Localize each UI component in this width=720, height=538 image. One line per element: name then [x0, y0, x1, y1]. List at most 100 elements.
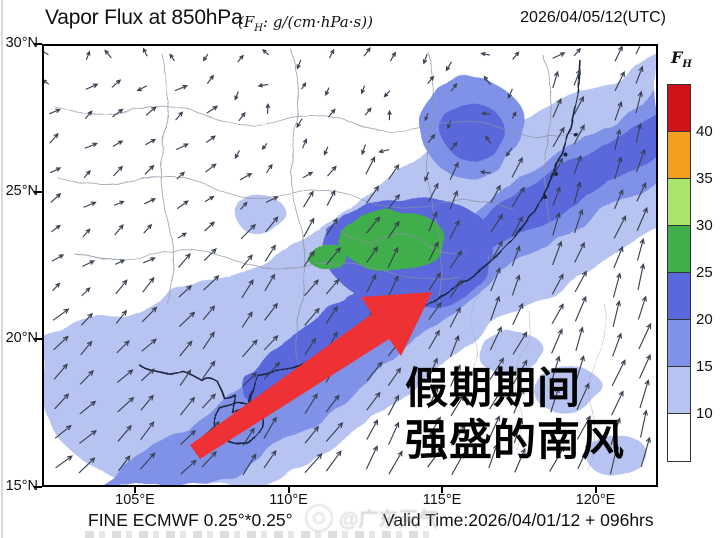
wind-vector [52, 308, 70, 321]
wind-vector [325, 87, 330, 97]
wind-vector [142, 276, 155, 293]
wind-vector [576, 382, 590, 411]
wind-vector [449, 249, 463, 269]
wind-vector [550, 355, 561, 384]
wind-vector [640, 409, 648, 438]
wind-vector [507, 88, 513, 100]
wind-vector [488, 415, 500, 439]
wind-vector [574, 295, 587, 322]
wind-vector [325, 450, 342, 472]
wind-vector [574, 270, 587, 293]
wind-vector [612, 300, 621, 328]
wind-vector [573, 95, 584, 116]
lat-tick-label: 15°N [5, 478, 38, 494]
wind-vector [450, 82, 458, 92]
wind-vector [265, 102, 271, 114]
wind-vector [53, 363, 68, 380]
colorbar-segment [668, 179, 690, 226]
wind-vector [84, 110, 93, 120]
wind-vector [512, 51, 520, 60]
wind-vector [114, 224, 124, 236]
colorbar-f: F [671, 48, 683, 67]
wind-vector [490, 184, 501, 203]
wind-vector [80, 340, 93, 356]
wind-vector [490, 240, 503, 262]
flux-patch-10-15-f [235, 196, 287, 234]
chart-title: Vapor Flux at 850hPa [45, 6, 243, 29]
wind-vector [636, 182, 647, 202]
wind-vector [262, 49, 270, 56]
wind-vector [505, 147, 513, 157]
wind-vector [366, 246, 379, 263]
wind-vector [240, 254, 253, 269]
units-subscript: H [254, 23, 263, 34]
wind-vector [614, 100, 623, 121]
wind-vector [489, 326, 502, 351]
lon-tick-mark [441, 487, 443, 493]
wind-vector [54, 393, 70, 410]
colorbar-tick-label: 20 [696, 311, 713, 328]
wind-vector [490, 267, 501, 292]
wind-vector [485, 135, 492, 144]
wind-vector [511, 274, 521, 296]
wind-vector [427, 75, 435, 84]
wind-vector [613, 215, 627, 239]
wind-vector [422, 53, 428, 65]
wind-vector [635, 122, 643, 143]
wind-vector [117, 455, 131, 472]
footer-model-label: FINE ECMWF 0.25°*0.25° [88, 510, 293, 530]
wind-vector [573, 154, 582, 175]
wind-vector [513, 387, 525, 414]
wind-vector [450, 424, 466, 446]
wind-vector [449, 334, 460, 358]
wind-vector [113, 165, 124, 177]
wind-vector [113, 200, 125, 206]
colorbar-segment [668, 414, 690, 461]
wind-vector [511, 186, 525, 208]
wind-vector [140, 421, 155, 441]
wind-vector [610, 417, 621, 446]
wind-vector [55, 455, 73, 469]
lat-tick-label: 20°N [5, 330, 38, 347]
wind-vector [79, 400, 97, 415]
colorbar-segment [668, 273, 690, 320]
units-f: (F [238, 13, 255, 31]
wind-vector [145, 106, 157, 116]
wind-vector [115, 309, 128, 324]
colorbar-tick-label: 40 [696, 123, 713, 140]
wind-vector [445, 61, 452, 72]
wind-vector [449, 161, 459, 181]
wind-vector [552, 52, 566, 59]
wind-vector [551, 328, 563, 354]
wind-vector [424, 171, 430, 182]
wind-vector [551, 303, 564, 325]
colorbar-segment [668, 85, 690, 132]
wind-vector [574, 241, 585, 263]
colorbar-tick-labels: 40 35 30 25 20 15 10 [696, 85, 720, 461]
wind-vector [176, 171, 186, 180]
wind-vector [614, 128, 622, 151]
lon-tick-mark [287, 487, 290, 493]
wind-vector [51, 254, 65, 262]
wind-vector [303, 250, 315, 267]
wind-vector [177, 232, 188, 239]
wind-vector [550, 386, 560, 413]
wind-vector [490, 213, 504, 233]
flux-patch-10-15-a [56, 372, 136, 427]
wind-vector [635, 46, 641, 55]
wind-vector [383, 90, 391, 98]
wind-vector [450, 394, 464, 417]
wind-vector [141, 338, 158, 352]
wind-vector [169, 53, 175, 62]
wind-vector [514, 447, 526, 473]
wind-vector [365, 156, 376, 175]
wind-vector [513, 418, 524, 444]
wind-vector [265, 216, 279, 233]
wind-vector [50, 167, 62, 174]
wind-vector [365, 185, 380, 204]
wind-vector [552, 186, 561, 207]
wind-vector [261, 143, 268, 151]
wind-vector [79, 430, 97, 444]
wind-vector [636, 237, 645, 261]
wind-vector [449, 306, 461, 328]
